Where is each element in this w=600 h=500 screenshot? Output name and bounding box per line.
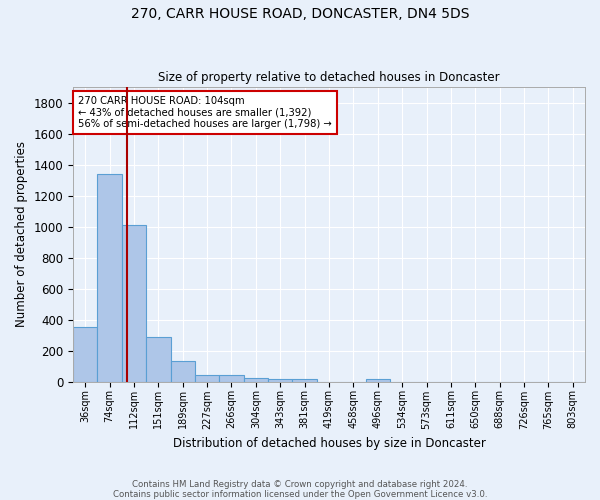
Text: 270, CARR HOUSE ROAD, DONCASTER, DN4 5DS: 270, CARR HOUSE ROAD, DONCASTER, DN4 5DS	[131, 8, 469, 22]
Bar	[220, 375, 244, 382]
Text: Contains HM Land Registry data © Crown copyright and database right 2024.
Contai: Contains HM Land Registry data © Crown c…	[113, 480, 487, 499]
Bar	[97, 174, 122, 382]
Bar	[146, 337, 170, 382]
Bar	[244, 378, 268, 382]
Bar	[268, 378, 292, 382]
Title: Size of property relative to detached houses in Doncaster: Size of property relative to detached ho…	[158, 72, 500, 85]
X-axis label: Distribution of detached houses by size in Doncaster: Distribution of detached houses by size …	[173, 437, 485, 450]
Y-axis label: Number of detached properties: Number of detached properties	[15, 142, 28, 328]
Bar	[73, 326, 97, 382]
Bar	[122, 225, 146, 382]
Bar	[292, 379, 317, 382]
Text: 270 CARR HOUSE ROAD: 104sqm
← 43% of detached houses are smaller (1,392)
56% of : 270 CARR HOUSE ROAD: 104sqm ← 43% of det…	[78, 96, 332, 129]
Bar	[195, 375, 220, 382]
Bar	[365, 378, 390, 382]
Bar	[170, 362, 195, 382]
